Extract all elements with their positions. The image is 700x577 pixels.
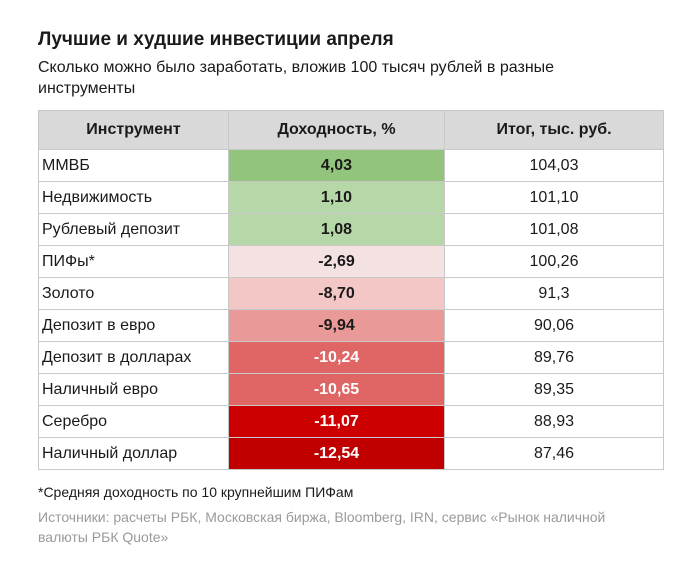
yield-value: -9,94 — [228, 309, 445, 342]
page-title: Лучшие и худшие инвестиции апреля — [38, 29, 394, 50]
instrument-name: Рублевый депозит — [38, 213, 229, 246]
table-body: ММВБ 4,03 104,03 Недвижимость 1,10 101,1… — [38, 149, 664, 470]
instrument-name: ПИФы* — [38, 245, 229, 278]
table-row: Недвижимость 1,10 101,10 — [38, 181, 664, 214]
page-subtitle: Сколько можно было заработать, вложив 10… — [38, 59, 555, 97]
total-value: 89,76 — [444, 341, 664, 374]
yield-value: 4,03 — [228, 149, 445, 182]
total-value: 88,93 — [444, 405, 664, 438]
column-header-total: Итог, тыс. руб. — [444, 110, 664, 150]
table-row: Рублевый депозит 1,08 101,08 — [38, 213, 664, 246]
total-value: 100,26 — [444, 245, 664, 278]
instrument-name: ММВБ — [38, 149, 229, 182]
yield-value: -11,07 — [228, 405, 445, 438]
instrument-name: Серебро — [38, 405, 229, 438]
investments-table: Инструмент Доходность, % Итог, тыс. руб.… — [38, 110, 664, 470]
instrument-name: Золото — [38, 277, 229, 310]
instrument-name: Недвижимость — [38, 181, 229, 214]
instrument-name: Депозит в евро — [38, 309, 229, 342]
column-header-instrument: Инструмент — [38, 110, 229, 150]
table-row: ММВБ 4,03 104,03 — [38, 149, 664, 182]
instrument-name: Наличный евро — [38, 373, 229, 406]
instrument-name: Наличный доллар — [38, 437, 229, 470]
instrument-name: Депозит в долларах — [38, 341, 229, 374]
sources-note: Источники: расчеты РБК, Московская биржа… — [38, 509, 606, 545]
table-header-row: Инструмент Доходность, % Итог, тыс. руб. — [38, 110, 664, 150]
yield-value: -12,54 — [228, 437, 445, 470]
total-value: 90,06 — [444, 309, 664, 342]
footnote: *Средняя доходность по 10 крупнейшим ПИФ… — [38, 484, 354, 500]
yield-value: 1,08 — [228, 213, 445, 246]
total-value: 89,35 — [444, 373, 664, 406]
total-value: 104,03 — [444, 149, 664, 182]
column-header-yield: Доходность, % — [228, 110, 445, 150]
yield-value: -2,69 — [228, 245, 445, 278]
table-row: Наличный евро -10,65 89,35 — [38, 373, 664, 406]
table-row: Наличный доллар -12,54 87,46 — [38, 437, 664, 470]
yield-value: -10,24 — [228, 341, 445, 374]
total-value: 91,3 — [444, 277, 664, 310]
total-value: 101,08 — [444, 213, 664, 246]
table-row: Депозит в долларах -10,24 89,76 — [38, 341, 664, 374]
table-row: Золото -8,70 91,3 — [38, 277, 664, 310]
total-value: 101,10 — [444, 181, 664, 214]
table-row: Депозит в евро -9,94 90,06 — [38, 309, 664, 342]
total-value: 87,46 — [444, 437, 664, 470]
table-row: ПИФы* -2,69 100,26 — [38, 245, 664, 278]
table-row: Серебро -11,07 88,93 — [38, 405, 664, 438]
yield-value: -8,70 — [228, 277, 445, 310]
yield-value: 1,10 — [228, 181, 445, 214]
yield-value: -10,65 — [228, 373, 445, 406]
